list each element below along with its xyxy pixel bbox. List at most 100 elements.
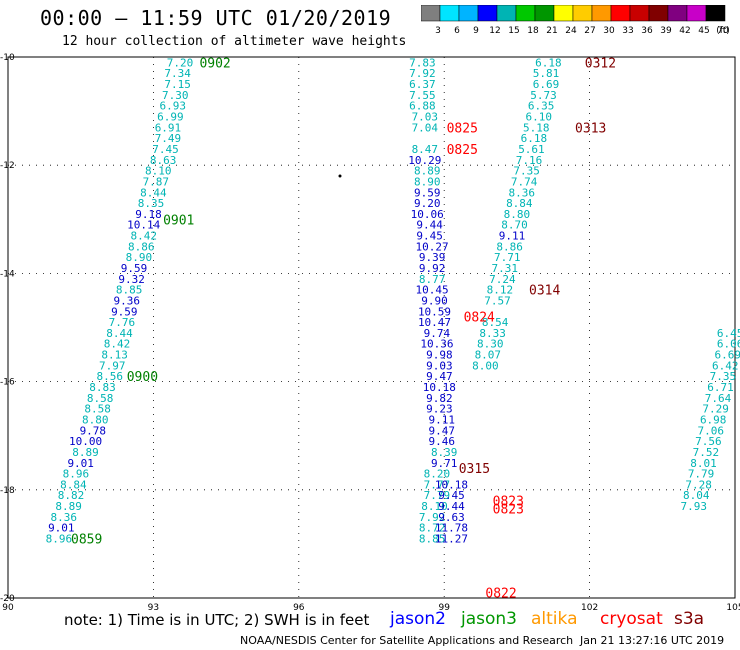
wave-height-label: 8.84 [506,197,533,210]
wave-height-label: 8.82 [58,489,85,502]
wave-height-label: 8.58 [84,403,111,416]
wave-height-label: 7.24 [489,273,516,286]
wave-height-label: 8.83 [89,381,116,394]
wave-height-label: 10.27 [416,240,449,253]
wave-height-label: 7.35 [710,370,737,383]
wave-height-label: 10.29 [408,154,441,167]
pass-time-label: 0823 [493,503,524,518]
wave-height-label: 9.45 [438,489,465,502]
wave-height-label: 8.77 [419,273,446,286]
wave-height-label: 9.44 [416,219,443,232]
wave-height-label: 8.80 [504,208,531,221]
wave-height-label: 9.44 [438,500,465,513]
colorbar-label: 39 [660,26,672,36]
wave-height-label: 7.34 [164,67,191,80]
wave-height-label: 8.47 [412,143,439,156]
wave-height-label: 9.32 [118,273,145,286]
wave-height-label: 7.03 [412,111,439,124]
wave-height-label: 9.03 [426,359,453,372]
wave-height-label: 9.20 [414,197,441,210]
wave-height-label: 8.86 [128,240,155,253]
wave-height-label: 8.35 [138,197,165,210]
lon-tick-label: 102 [581,603,598,612]
wave-height-label: 7.30 [162,89,189,102]
wave-height-label: 7.57 [484,294,511,307]
wave-height-label: 8.33 [479,327,506,340]
wave-height-label: 8.89 [72,446,99,459]
wave-height-label: 5.18 [523,121,550,134]
page-title: 00:00 – 11:59 UTC 01/20/2019 [40,6,392,30]
colorbar-label: 24 [565,26,577,36]
wave-height-label: 10.06 [411,208,444,221]
colorbar-label: 18 [527,26,539,36]
wave-height-label: 9.71 [431,457,458,470]
colorbar-label: 27 [584,26,595,36]
colorbar-label: 45 [698,26,709,36]
wave-height-label: 9.59 [111,305,138,318]
wave-height-label: 8.90 [414,175,441,188]
lon-tick-label: 105 [726,603,740,612]
pass-time-label: 0314 [529,284,560,299]
wave-height-label: 7.79 [688,468,715,481]
lon-tick-label: 96 [293,603,305,612]
lon-tick-label: 90 [2,603,14,612]
wave-height-label: 7.04 [412,121,439,134]
pass-time-label: 0313 [575,121,606,136]
wave-height-label: 5.61 [518,143,545,156]
legend-jason3: jason3 [461,609,517,629]
wave-height-label: 6.98 [700,413,727,426]
legend-s3a: s3a [674,609,705,629]
wave-height-label: 7.79 [424,489,451,502]
wave-height-label: 9.11 [429,413,456,426]
wave-height-label: 6.37 [409,78,436,91]
wave-height-label: 5.81 [533,67,560,80]
pass-time-label: 0902 [199,56,230,71]
wave-height-label: 6.71 [707,381,734,394]
lat-tick-label: -18 [0,486,15,496]
wave-height-label: 7.45 [152,143,179,156]
wave-height-label: 7.56 [695,435,722,448]
wave-height-label: 9.82 [426,392,453,405]
wave-height-label: 8.30 [477,338,504,351]
wave-height-label: 8.85 [116,284,143,297]
wave-height-label: 8.72 [419,522,446,535]
pass-time-label: 0825 [447,121,478,136]
wave-height-label: 7.92 [419,511,446,524]
wave-height-label: 8.12 [487,284,514,297]
wave-height-label: 8.10 [421,500,448,513]
units-note: note: 1) Time is in UTC; 2) SWH is in fe… [64,611,370,629]
wave-height-label: 7.83 [409,56,436,69]
pass-time-label: 0825 [447,143,478,158]
colorbar-swatch [705,5,726,22]
wave-height-label: 8.89 [414,165,441,178]
wave-height-label: 10.14 [127,219,160,232]
wave-height-label: 8.90 [126,251,153,264]
wave-height-label: 7.16 [516,154,543,167]
wave-height-label: 6.91 [155,121,182,134]
wave-height-label: 9.63 [438,511,465,524]
wave-height-label: 7.20 [167,56,194,69]
wave-height-label: 6.35 [528,100,555,113]
wave-height-label: 8.70 [501,219,528,232]
colorbar-label: (ft) [716,26,730,36]
colorbar-label: 3 [435,26,441,36]
legend-jason2: jason2 [390,609,446,629]
wave-height-label: 8.20 [424,468,451,481]
wave-height-label: 9.45 [416,230,443,243]
colorbar-label: 42 [679,26,690,36]
wave-height-label: 5.73 [530,89,557,102]
wave-height-label: 9.90 [421,294,448,307]
wave-height-label: 7.28 [685,478,712,491]
lon-tick-label: 93 [148,603,159,612]
lat-tick-label: -20 [0,594,15,604]
wave-height-label: 6.88 [409,100,436,113]
wave-height-label: 9.36 [113,294,140,307]
wave-height-label: 9.39 [419,251,446,264]
wave-height-label: 8.39 [431,446,458,459]
wave-height-label: 7.92 [409,67,436,80]
wave-height-label: 6.18 [521,132,548,145]
wave-height-label: 6.99 [157,111,184,124]
wave-height-label: 6.45 [717,327,740,340]
wave-height-label: 11.27 [435,532,468,545]
wave-height-label: 10.00 [69,435,102,448]
